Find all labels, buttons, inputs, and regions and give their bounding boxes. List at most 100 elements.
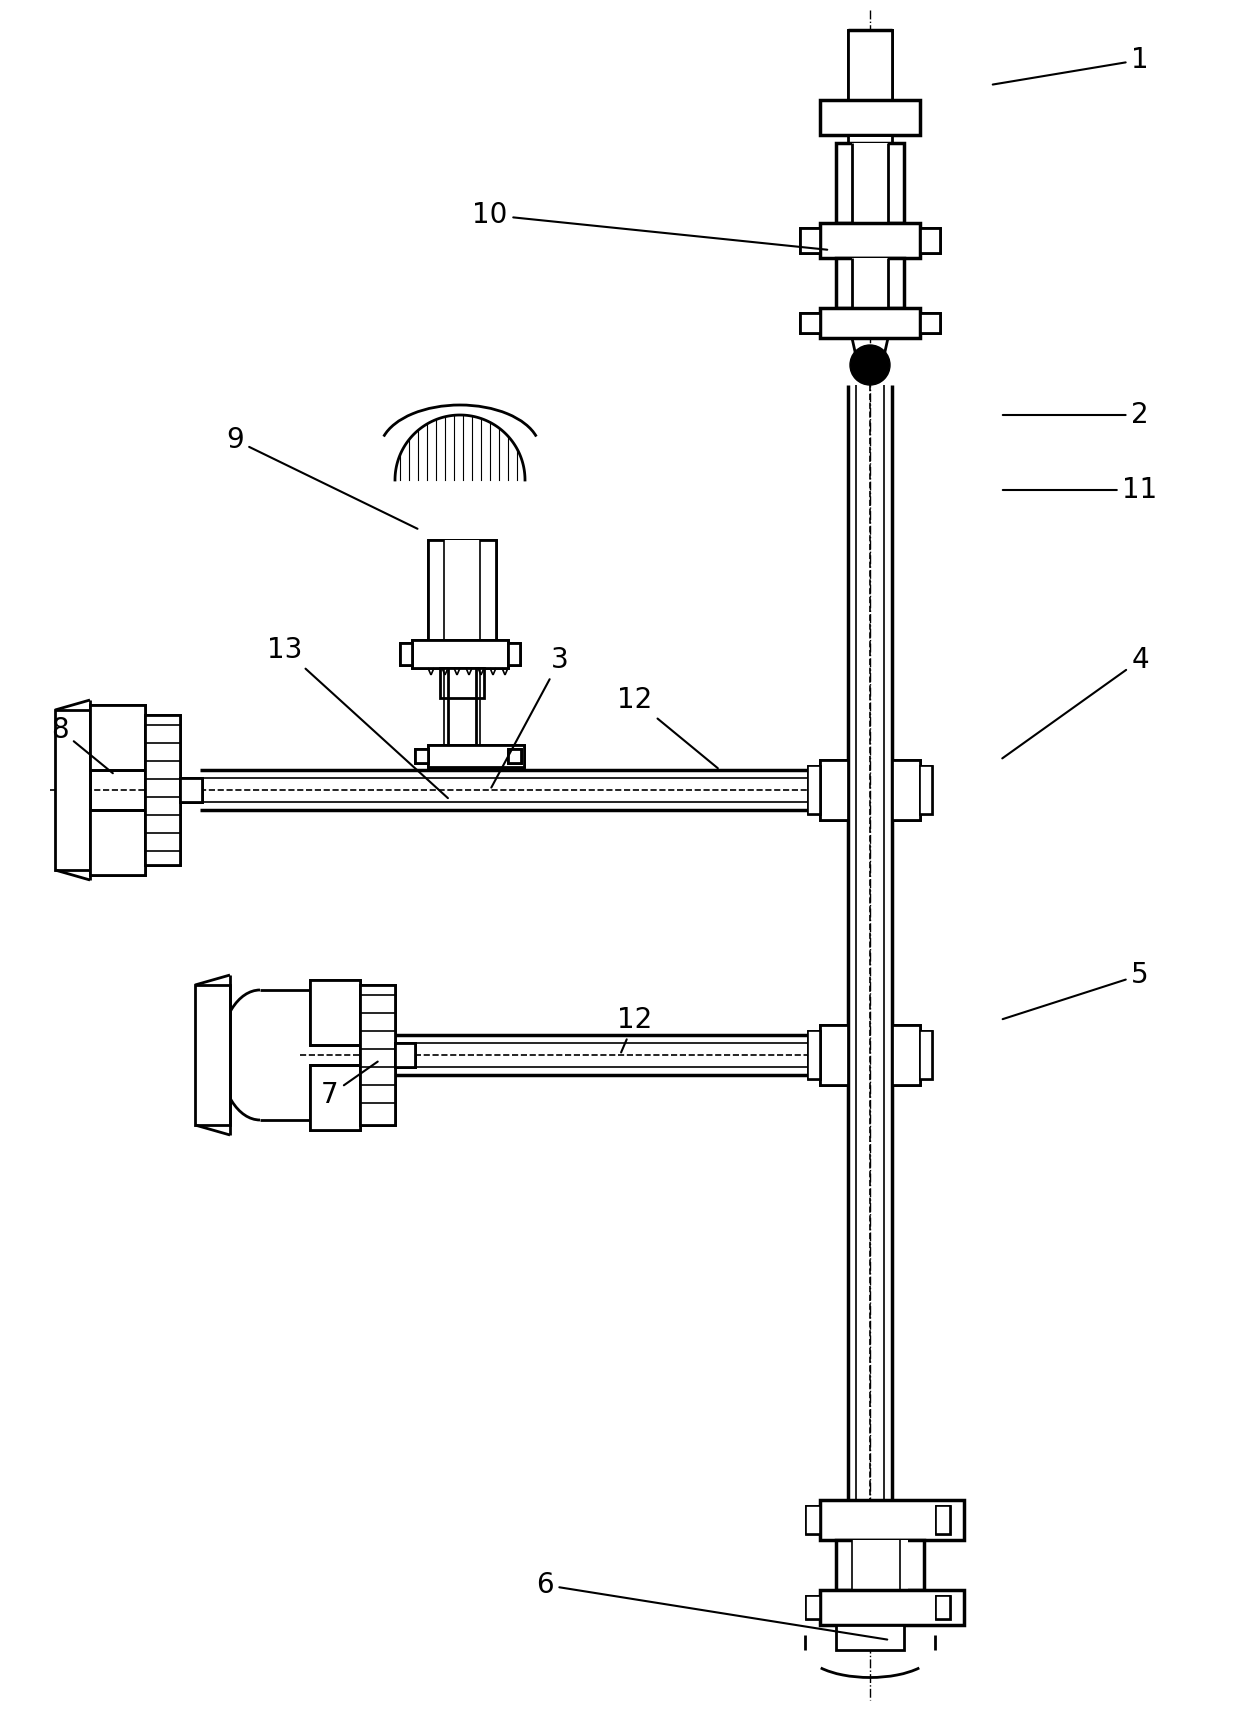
Bar [920, 766, 932, 814]
Bar [508, 643, 520, 665]
Bar [440, 669, 484, 698]
Bar [396, 1043, 405, 1067]
Bar [800, 313, 820, 333]
Text: 9: 9 [226, 426, 418, 528]
Bar [195, 985, 229, 1125]
Bar [920, 227, 940, 253]
Bar [892, 1024, 920, 1086]
Bar [920, 1031, 932, 1079]
Bar [936, 1595, 950, 1619]
Bar [310, 1065, 360, 1130]
Bar [91, 811, 145, 876]
Bar [415, 749, 428, 763]
Text: 11: 11 [1003, 475, 1158, 504]
Bar [920, 766, 932, 814]
Bar [820, 1024, 848, 1086]
Text: 13: 13 [268, 636, 448, 799]
Bar [836, 1541, 924, 1590]
Bar [180, 778, 202, 802]
Bar [888, 1541, 924, 1590]
Text: 10: 10 [472, 202, 827, 250]
Circle shape [849, 345, 890, 385]
Bar [360, 985, 396, 1125]
Bar [91, 705, 145, 770]
Bar [892, 759, 920, 821]
Bar [800, 227, 820, 253]
Bar [820, 1590, 892, 1624]
Bar [920, 313, 940, 333]
Bar [820, 222, 920, 258]
Bar [310, 980, 360, 1045]
Bar [892, 1500, 963, 1541]
Bar [428, 746, 525, 768]
Text: 1: 1 [993, 46, 1148, 84]
Bar [820, 1500, 892, 1541]
Bar [508, 749, 521, 763]
Text: 8: 8 [51, 716, 113, 773]
Bar [820, 99, 920, 135]
Bar [892, 1500, 963, 1541]
Bar [800, 313, 820, 333]
Text: 5: 5 [1003, 961, 1148, 1019]
Bar [800, 227, 820, 253]
Bar [920, 313, 940, 333]
Bar [920, 1031, 932, 1079]
Bar [820, 222, 920, 258]
Text: 7: 7 [321, 1062, 378, 1110]
Bar [191, 778, 202, 802]
Bar [892, 1590, 963, 1624]
Bar [428, 746, 525, 768]
Bar [401, 643, 412, 665]
Bar [836, 1541, 872, 1590]
Bar [836, 258, 904, 308]
Bar [852, 144, 888, 222]
Bar [508, 643, 520, 665]
Bar [508, 749, 521, 763]
Bar [836, 1541, 872, 1590]
Bar [145, 715, 180, 865]
Bar [936, 1507, 950, 1534]
Bar [412, 640, 508, 669]
Bar [396, 1043, 415, 1067]
Text: 6: 6 [536, 1571, 888, 1640]
Bar [310, 980, 360, 1045]
Bar [820, 1500, 892, 1541]
Bar [396, 1043, 415, 1067]
Bar [936, 1507, 950, 1534]
Bar [808, 766, 820, 814]
Bar [808, 766, 820, 814]
Bar [180, 778, 191, 802]
Bar [820, 1590, 892, 1624]
Bar [401, 643, 412, 665]
Bar [836, 258, 904, 308]
Bar [892, 759, 920, 821]
Bar [310, 1065, 360, 1130]
Bar [806, 1507, 820, 1534]
Bar [836, 144, 904, 222]
Bar [91, 811, 145, 876]
Bar [936, 1595, 950, 1619]
Bar [848, 31, 892, 99]
Bar [852, 258, 888, 308]
Bar [806, 1507, 820, 1534]
Bar [892, 1024, 920, 1086]
Bar [836, 1624, 904, 1650]
Bar [405, 1043, 415, 1067]
Bar [820, 1590, 963, 1624]
Bar [428, 540, 463, 640]
Text: 4: 4 [1002, 646, 1148, 759]
Bar [820, 759, 848, 821]
Bar [428, 540, 496, 640]
Bar [180, 778, 202, 802]
Text: 3: 3 [491, 646, 569, 788]
Bar [808, 1031, 820, 1079]
Bar [55, 710, 91, 870]
Text: 12: 12 [618, 686, 718, 768]
Bar [820, 1024, 848, 1086]
Bar [820, 1500, 963, 1541]
Bar [920, 227, 940, 253]
Bar [415, 749, 428, 763]
Bar [463, 540, 496, 640]
Bar [412, 640, 508, 669]
Bar [806, 1595, 820, 1619]
